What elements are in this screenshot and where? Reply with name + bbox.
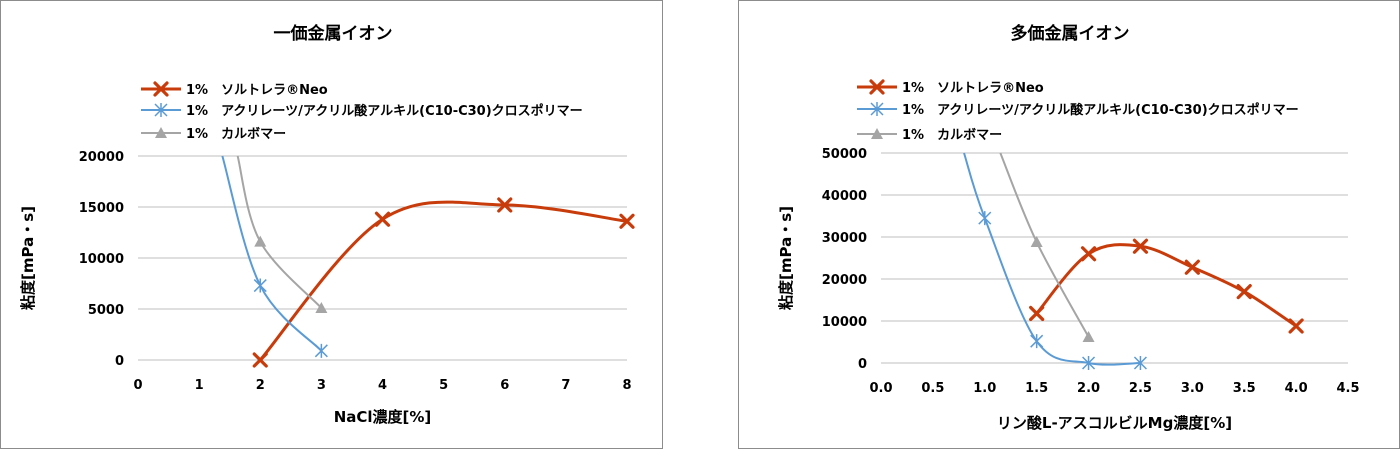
- x-tick-label: 3: [317, 378, 326, 393]
- x-tick-label: 4.0: [1285, 381, 1308, 396]
- series-line-carbomer: [999, 152, 1090, 338]
- legend-label: 1% カルボマー: [186, 126, 286, 142]
- series-line-carbomer: [236, 155, 323, 309]
- data-point-soltorela: [1236, 284, 1252, 300]
- legend-entry-acrylate: 1% アクリレーツ/アクリル酸アルキル(C10-C30)クロスポリマー: [857, 102, 1299, 118]
- x-tick-label: 2.0: [1077, 381, 1100, 396]
- legend-label: 1% ソルトレラ®Neo: [902, 81, 1044, 96]
- y-tick-label: 10000: [79, 252, 124, 267]
- series-acrylate: [221, 155, 328, 358]
- chart-svg-mg: 多価金属イオン 0 10000 20000 30000 40000 50000 0.0 0.5 1…: [777, 23, 1360, 432]
- y-axis-label: 粘度[mPa・s]: [19, 206, 37, 310]
- data-point-acrylate: [314, 343, 328, 358]
- data-point-soltorela: [1029, 305, 1045, 322]
- legend-entry-soltorela: 1% ソルトレラ®Neo: [141, 81, 328, 98]
- data-point-soltorela: [497, 197, 513, 213]
- x-tick-label: 2: [256, 378, 265, 393]
- data-point-carbomer: [1082, 330, 1095, 342]
- data-point-soltorela: [1132, 238, 1149, 254]
- y-tick-label: 20000: [822, 273, 867, 288]
- legend-marker: [871, 128, 883, 139]
- x-tick-label: 1: [195, 378, 204, 393]
- legend-label: 1% カルボマー: [902, 127, 1002, 143]
- y-tick-label: 0: [858, 357, 867, 372]
- x-axis-label: リン酸L-アスコルビルMg濃度[%]: [997, 414, 1232, 432]
- x-tick-label: 7: [561, 378, 570, 393]
- series-soltorela: [252, 197, 635, 368]
- data-point-carbomer: [1030, 236, 1043, 248]
- y-tick-label: 15000: [79, 201, 124, 216]
- x-tick-label: 0.5: [921, 381, 944, 396]
- series-acrylate: [963, 152, 1147, 370]
- y-axis-label: 粘度[mPa・s]: [777, 206, 795, 310]
- chart-title: 一価金属イオン: [274, 23, 393, 44]
- legend-entry-acrylate: 1% アクリレーツ/アクリル酸アルキル(C10-C30)クロスポリマー: [141, 103, 583, 119]
- legend-marker: [869, 79, 885, 95]
- x-tick-label: 6: [500, 378, 509, 393]
- x-tick-label: 4.5: [1336, 381, 1359, 396]
- data-point-soltorela: [619, 213, 635, 229]
- y-tick-label: 50000: [822, 147, 867, 162]
- legend-label: 1% アクリレーツ/アクリル酸アルキル(C10-C30)クロスポリマー: [186, 103, 583, 119]
- data-point-soltorela: [1288, 318, 1304, 334]
- chart-svg-nacl: 一価金属イオン 0 5000 10000 15000 20000 0 1 2 3 4 5 6 7 8 NaCl…: [19, 23, 635, 426]
- legend-label: 1% ソルトレラ®Neo: [186, 83, 328, 98]
- series-line-soltorela: [259, 200, 628, 361]
- y-tick-label: 5000: [88, 303, 124, 318]
- series-soltorela: [1029, 238, 1304, 334]
- x-tick-label: 5: [439, 378, 448, 393]
- series-line-acrylate: [221, 155, 323, 352]
- y-tick-label: 30000: [822, 231, 867, 246]
- legend-marker: [870, 102, 884, 116]
- x-tick-label: 0: [133, 378, 142, 393]
- legend-label: 1% アクリレーツ/アクリル酸アルキル(C10-C30)クロスポリマー: [902, 102, 1299, 118]
- x-tick-label: 2.5: [1129, 381, 1152, 396]
- x-tick-label: 8: [622, 378, 631, 393]
- y-tick-label: 0: [115, 354, 124, 369]
- x-tick-label: 3.5: [1233, 381, 1256, 396]
- data-point-soltorela: [1080, 246, 1097, 262]
- data-point-soltorela: [252, 352, 268, 368]
- x-tick-label: 3.0: [1181, 381, 1204, 396]
- y-tick-label: 40000: [822, 189, 867, 204]
- data-point-soltorela: [374, 211, 391, 227]
- data-point-acrylate: [978, 211, 992, 226]
- data-point-soltorela: [1184, 259, 1200, 275]
- data-point-acrylate: [1030, 334, 1044, 349]
- legend-entry-carbomer: 1% カルボマー: [141, 126, 286, 142]
- data-point-acrylate: [1082, 356, 1096, 370]
- y-tick-label: 20000: [79, 150, 124, 165]
- series-line-acrylate: [963, 152, 1141, 366]
- series-carbomer: [236, 155, 328, 313]
- legend-entry-soltorela: 1% ソルトレラ®Neo: [857, 79, 1044, 96]
- data-point-carbomer: [254, 235, 267, 247]
- y-tick-label: 10000: [822, 315, 867, 330]
- x-axis-label: NaCl濃度[%]: [334, 408, 432, 426]
- data-point-carbomer: [315, 301, 328, 313]
- x-tick-label: 4: [378, 378, 387, 393]
- chart-title: 多価金属イオン: [1011, 23, 1130, 44]
- x-tick-label: 0.0: [869, 381, 892, 396]
- data-point-acrylate: [1133, 356, 1147, 370]
- chart-panel-nacl: 一価金属イオン 0 5000 10000 15000 20000 0 1 2 3 4 5 6 7 8 NaCl…: [0, 0, 663, 449]
- legend-marker: [153, 81, 169, 97]
- chart-panel-mg: 多価金属イオン 0 10000 20000 30000 40000 50000 0.0 0.5 1…: [738, 0, 1400, 449]
- series-carbomer: [999, 152, 1095, 342]
- data-point-acrylate: [253, 278, 267, 293]
- legend-marker: [155, 127, 167, 138]
- x-tick-label: 1.5: [1025, 381, 1048, 396]
- legend-marker: [154, 103, 168, 117]
- legend-entry-carbomer: 1% カルボマー: [857, 127, 1002, 143]
- x-tick-label: 1.0: [973, 381, 996, 396]
